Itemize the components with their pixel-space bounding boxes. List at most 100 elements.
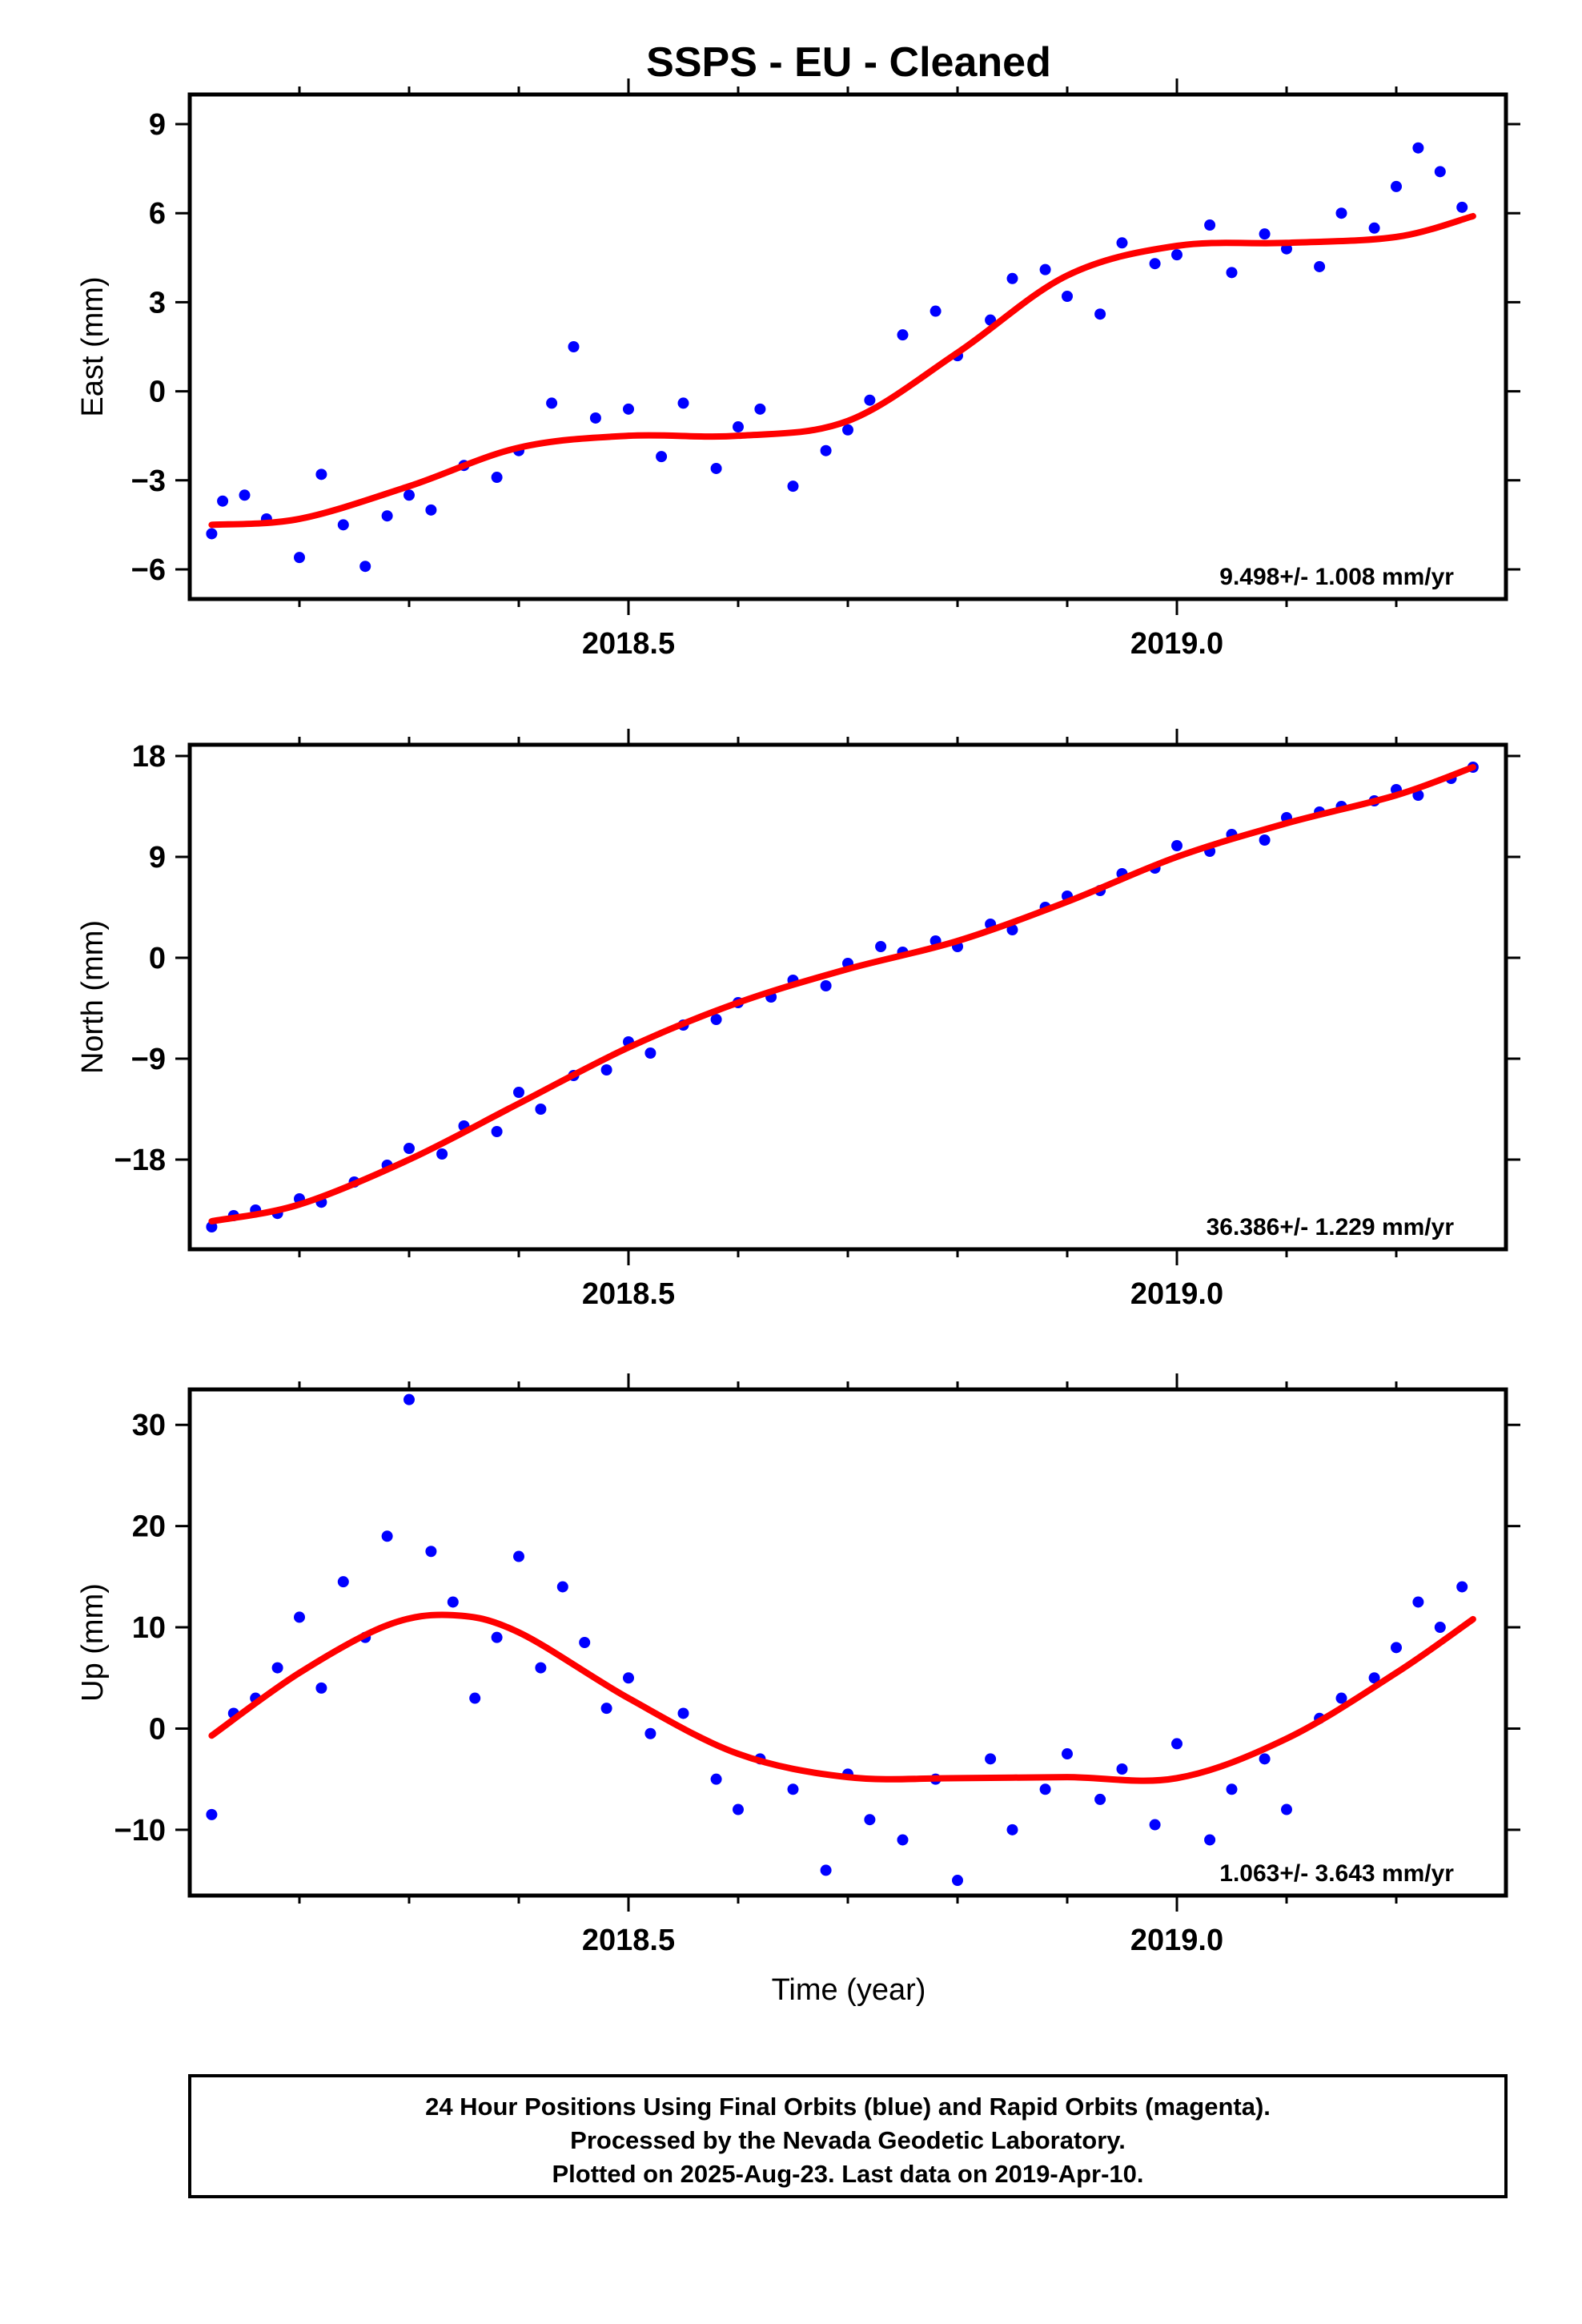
data-point	[535, 1662, 547, 1674]
data-point	[820, 1864, 832, 1876]
data-point	[1116, 237, 1128, 249]
data-point	[897, 329, 909, 341]
data-point	[644, 1727, 656, 1739]
data-point	[733, 421, 744, 433]
data-point	[1171, 1738, 1182, 1750]
y-tick-label: 3	[149, 286, 166, 320]
y-tick-label: −6	[131, 553, 166, 587]
data-point	[710, 462, 722, 474]
data-point	[1149, 258, 1161, 270]
data-point	[623, 403, 634, 415]
y-tick-label: 9	[149, 108, 166, 142]
north-panel: 2018.5 2019.0 −18 −9 0 9 18 North (mm) 36.386+/-…	[76, 729, 1520, 1311]
data-point	[1368, 1672, 1380, 1684]
data-point	[556, 1581, 568, 1593]
data-point	[206, 1808, 218, 1820]
y-tick-label: −9	[131, 1043, 166, 1076]
data-point	[1006, 1823, 1018, 1835]
plot-area	[206, 762, 1479, 1232]
data-point	[294, 1611, 305, 1623]
data-point	[1412, 142, 1424, 154]
data-point	[1062, 291, 1073, 302]
data-point	[381, 1530, 393, 1542]
data-point	[315, 468, 327, 480]
x-axis-label: Time (year)	[772, 1973, 926, 2007]
data-point	[1171, 249, 1182, 261]
data-point	[1434, 166, 1446, 178]
y-tick-label: 18	[132, 740, 166, 774]
data-point	[206, 528, 218, 540]
data-point	[404, 1393, 415, 1405]
trend-fit-line	[208, 1611, 1476, 1784]
data-point	[1006, 272, 1018, 284]
data-point	[710, 1773, 722, 1785]
y-tick-label: −3	[131, 464, 166, 498]
east-panel: 2018.5 2019.0 −6 −3 0 3 6 9 East (mm) 9.498+/- 1.…	[76, 78, 1520, 661]
data-point	[1391, 1642, 1402, 1654]
data-point	[677, 397, 689, 409]
data-point	[206, 1221, 218, 1232]
data-point	[1039, 1783, 1051, 1795]
data-point	[1434, 1622, 1446, 1634]
data-point	[1062, 1748, 1073, 1760]
y-tick-label: −18	[114, 1144, 166, 1177]
x-tick-label: 2019.0	[1130, 627, 1223, 661]
y-tick-label: 20	[132, 1510, 166, 1544]
y-tick-label: 10	[132, 1611, 166, 1645]
data-point	[1094, 308, 1106, 320]
data-point	[535, 1104, 547, 1115]
data-point	[1259, 834, 1271, 846]
data-point	[579, 1637, 591, 1648]
data-point	[271, 1662, 283, 1674]
data-point	[1314, 260, 1326, 272]
data-point	[337, 519, 349, 531]
plot-frame	[187, 92, 1508, 601]
data-point	[546, 397, 558, 409]
data-point	[337, 1576, 349, 1588]
plot-frame	[187, 1387, 1508, 1898]
data-point	[656, 451, 668, 463]
trend-fit-line	[208, 212, 1476, 529]
data-point	[842, 424, 853, 436]
y-tick-label: −10	[114, 1814, 166, 1848]
data-point	[820, 444, 832, 456]
data-point	[1039, 263, 1051, 275]
data-point	[754, 403, 766, 415]
y-tick-label: 0	[149, 942, 166, 975]
data-point	[425, 1546, 437, 1558]
data-point	[513, 1087, 524, 1098]
data-point	[600, 1064, 612, 1076]
data-point	[897, 1834, 909, 1846]
data-point	[1412, 790, 1424, 801]
footer-line-3: Plotted on 2025-Aug-23. Last data on 201…	[552, 2160, 1143, 2188]
plot-area	[206, 1393, 1476, 1887]
data-point	[1171, 840, 1182, 851]
data-point	[1412, 1596, 1424, 1608]
data-point	[404, 1143, 415, 1154]
data-point	[787, 1783, 799, 1795]
data-point	[985, 1753, 997, 1765]
data-point	[1226, 1783, 1238, 1795]
data-point	[677, 1707, 689, 1719]
data-point	[1281, 1803, 1292, 1815]
data-point	[600, 1703, 612, 1715]
data-point	[491, 472, 503, 484]
y-tick-label: 0	[149, 1712, 166, 1746]
data-point	[1204, 1834, 1216, 1846]
up-panel: 2018.5 2019.0 −10 0 10 20 30 Up (mm) 1.063+/- 3.…	[76, 1373, 1520, 1957]
data-point	[1368, 222, 1380, 234]
x-tick-label: 2018.5	[582, 1277, 675, 1311]
data-point	[294, 552, 305, 564]
data-point	[623, 1672, 634, 1684]
data-point	[1116, 1763, 1128, 1775]
data-point	[404, 489, 415, 501]
data-point	[425, 504, 437, 516]
data-point	[820, 980, 832, 991]
data-point	[1335, 207, 1347, 219]
data-point	[315, 1682, 327, 1694]
data-point	[710, 1014, 722, 1025]
data-point	[1094, 1793, 1106, 1805]
data-point	[1006, 924, 1018, 935]
y-axis-label: North (mm)	[76, 920, 110, 1074]
data-point	[568, 341, 580, 352]
